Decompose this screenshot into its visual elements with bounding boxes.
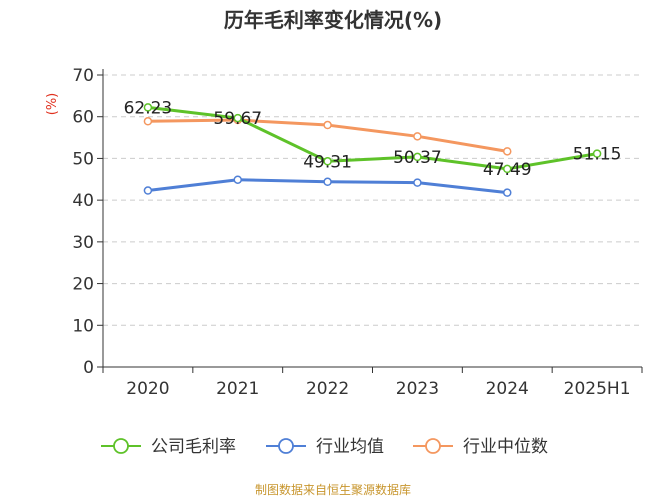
- y-tick-label: 70: [72, 66, 94, 86]
- data-label: 59.67: [213, 109, 262, 129]
- legend: 公司毛利率 行业均值 行业中位数: [101, 437, 548, 457]
- data-point: [503, 147, 512, 156]
- legend-item-1: 行业均值: [266, 437, 384, 457]
- y-tick-label: 0: [83, 358, 94, 378]
- data-label: 50.37: [393, 148, 442, 168]
- source-note: 制图数据来自恒生聚源数据库: [255, 482, 411, 497]
- data-point: [503, 164, 512, 174]
- data-point: [143, 103, 153, 112]
- legend-swatch-marker: [278, 438, 294, 454]
- data-point: [413, 132, 422, 141]
- x-tick-label: 2023: [396, 379, 439, 399]
- legend-label: 行业均值: [316, 437, 384, 457]
- series-layer: [143, 103, 602, 197]
- data-point: [503, 188, 512, 197]
- data-label: 62.23: [124, 98, 173, 118]
- data-point: [592, 149, 602, 158]
- x-tick-label: 2024: [486, 379, 529, 399]
- data-point: [323, 120, 332, 130]
- legend-item-2: 行业中位数: [413, 437, 548, 457]
- x-tick-label: 2025H1: [564, 379, 631, 399]
- series-0: [143, 103, 602, 174]
- data-point: [233, 113, 242, 123]
- chart-title: 历年毛利率变化情况(%): [224, 8, 442, 32]
- y-tick-label: 40: [72, 191, 94, 211]
- data-label-layer: 62.23 59.67 49.31 50.37 47.49 51.15: [124, 98, 622, 179]
- data-label: 51.15: [573, 145, 622, 165]
- data-point: [413, 178, 422, 187]
- data-point: [413, 152, 422, 162]
- y-tick-label: 50: [72, 149, 94, 169]
- y-tick-label: 60: [72, 108, 94, 128]
- data-point: [143, 117, 153, 126]
- data-point: [143, 186, 153, 195]
- legend-swatch-marker: [113, 438, 129, 454]
- axis-layer: 0 10 20 30 40 50 60 70 2020 2021 2022 2023 2024 2025H…: [72, 66, 643, 399]
- data-point: [323, 157, 332, 166]
- series-1: [143, 175, 512, 197]
- y-axis-label: (%): [45, 93, 60, 116]
- data-point: [323, 177, 332, 187]
- y-tick-label: 30: [72, 233, 94, 253]
- x-tick-label: 2021: [216, 379, 259, 399]
- series-line: [146, 105, 599, 171]
- legend-swatch-marker: [425, 438, 441, 454]
- legend-item-0: 公司毛利率: [101, 437, 236, 457]
- y-tick-label: 20: [72, 275, 94, 295]
- legend-label: 行业中位数: [463, 437, 548, 457]
- x-tick-label: 2020: [126, 379, 169, 399]
- series-2: [143, 115, 512, 156]
- legend-label: 公司毛利率: [151, 437, 236, 457]
- data-label: 47.49: [483, 160, 532, 180]
- data-point: [233, 175, 242, 184]
- data-label: 49.31: [303, 152, 352, 172]
- x-tick-label: 2022: [306, 379, 349, 399]
- y-tick-label: 10: [72, 316, 94, 336]
